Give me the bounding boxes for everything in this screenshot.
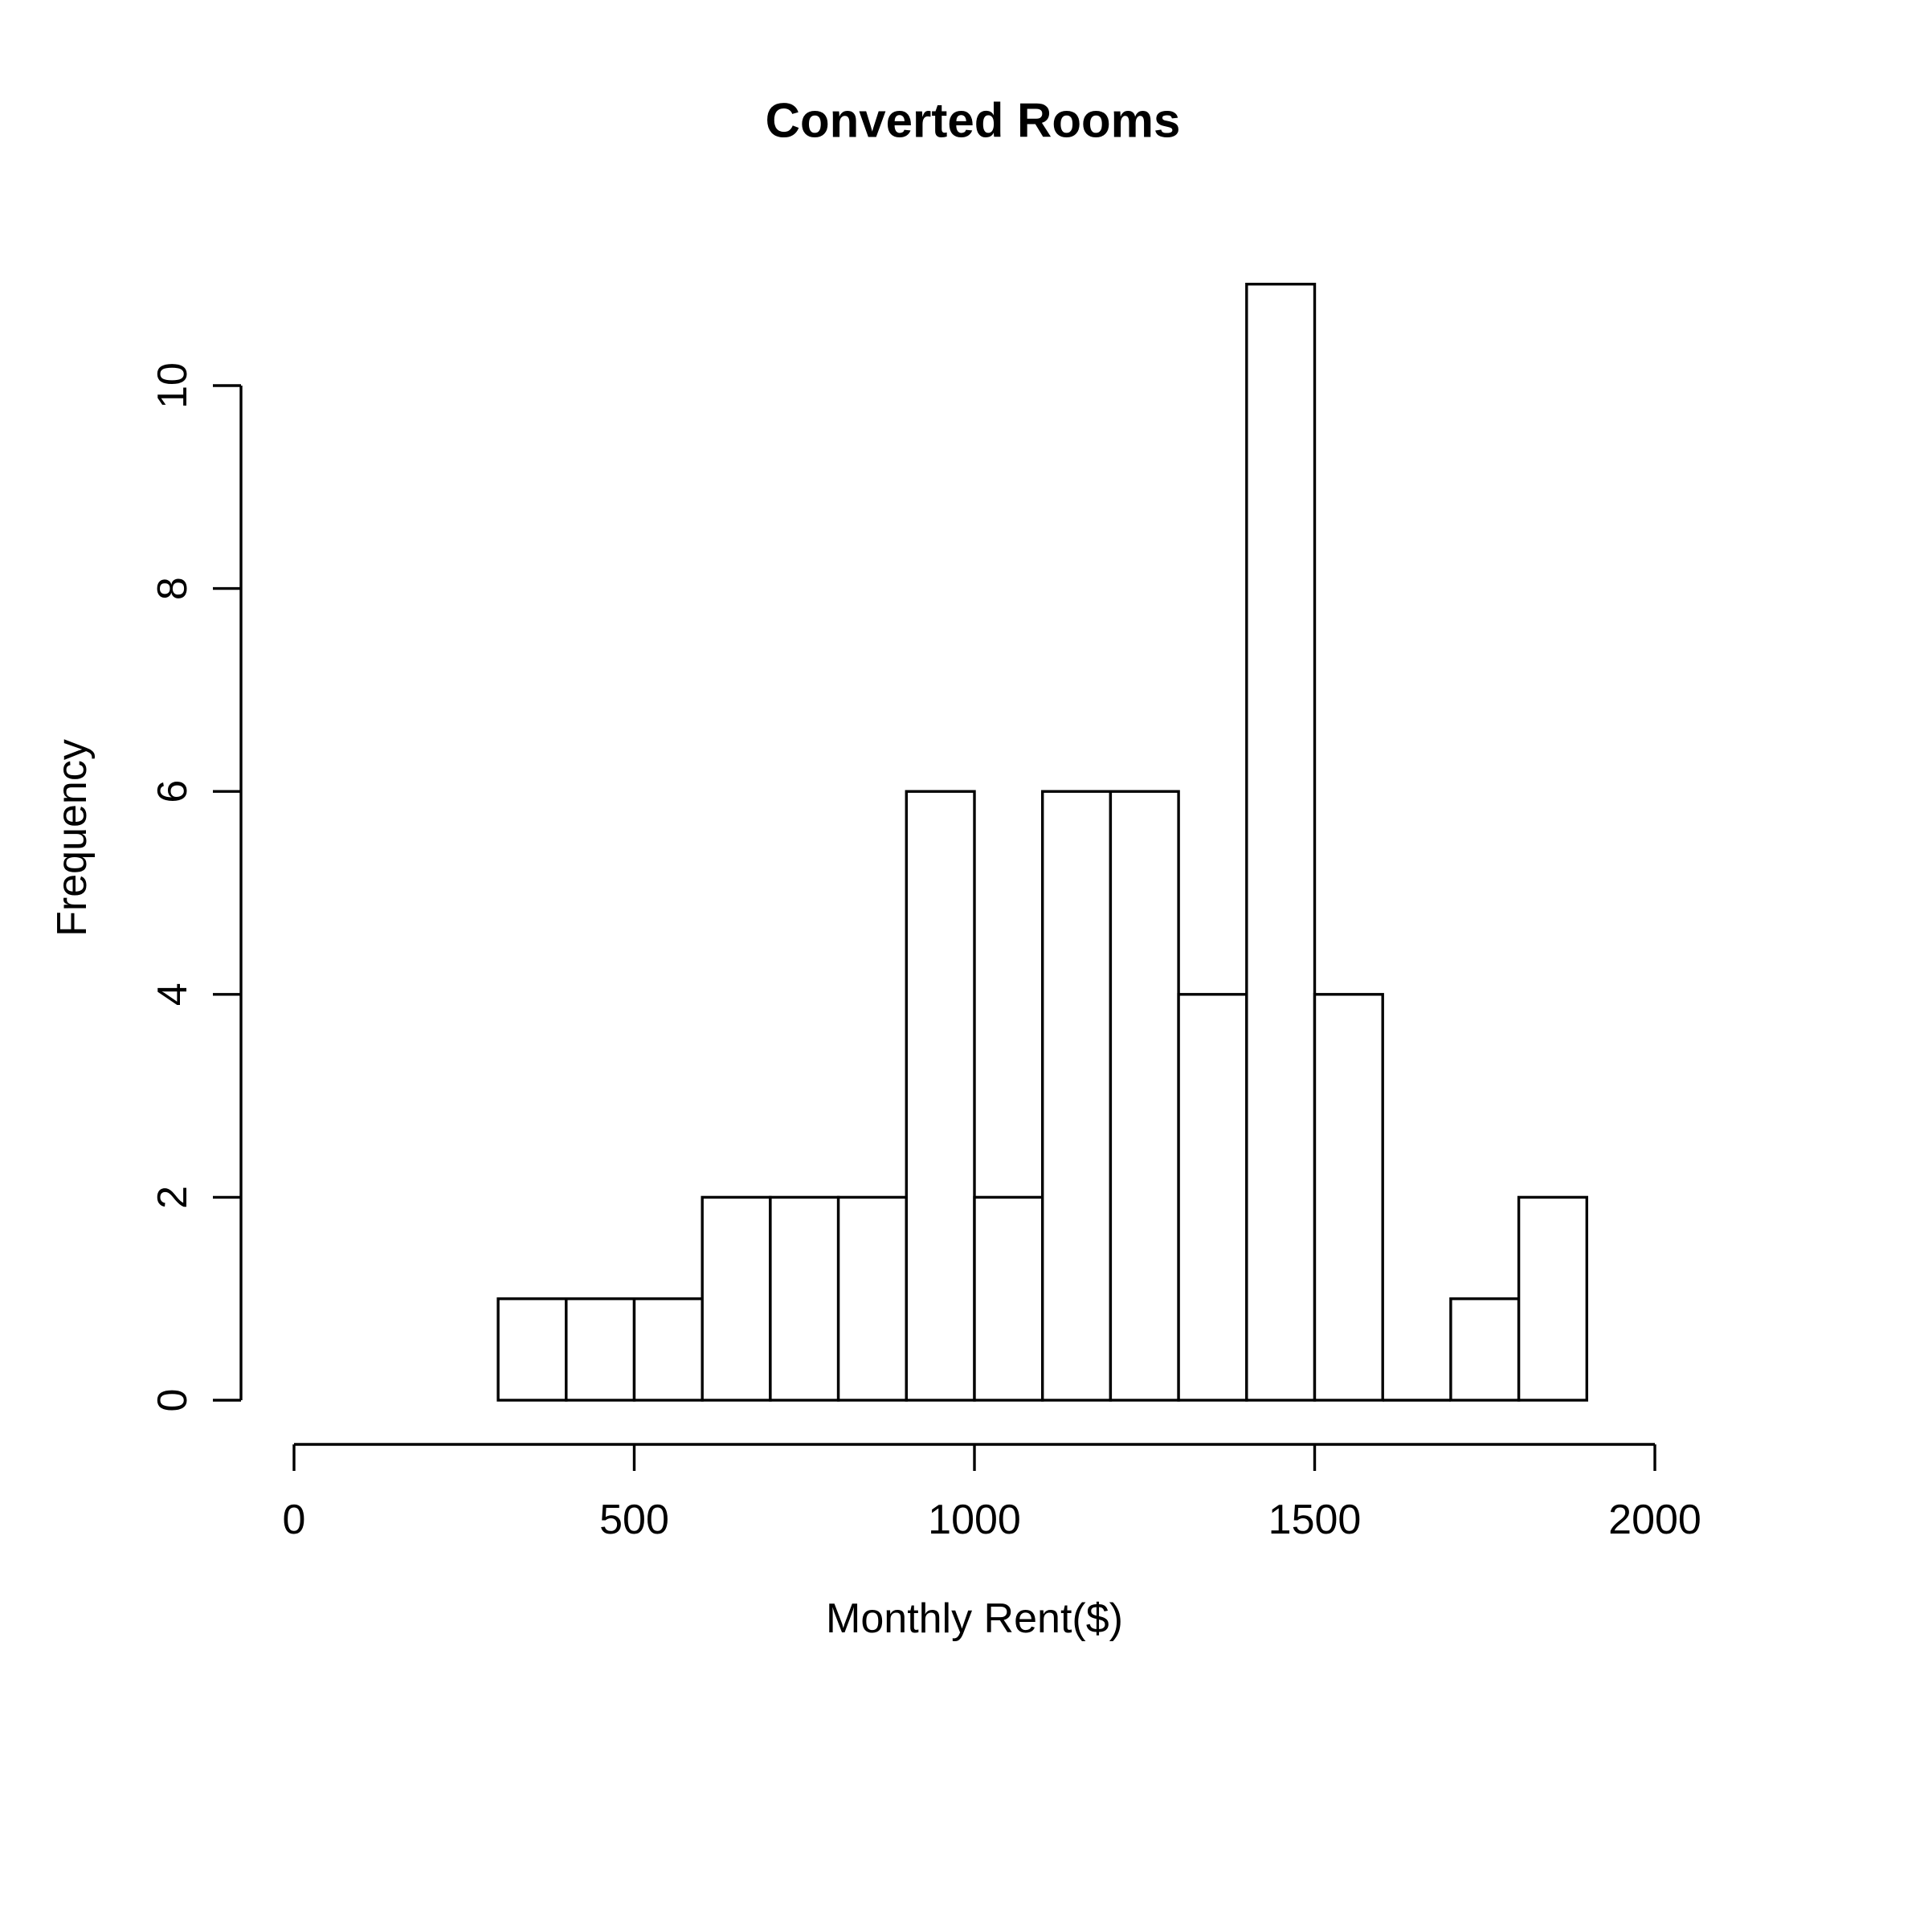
x-tick-label: 0 <box>283 1497 306 1543</box>
histogram-bar <box>1313 993 1384 1402</box>
histogram-bar <box>1517 1195 1588 1402</box>
histogram-bar <box>1177 993 1248 1402</box>
y-tick-label: 6 <box>149 780 196 803</box>
histogram-bar <box>632 1297 704 1402</box>
histogram-bar <box>905 790 976 1402</box>
y-tick-label: 8 <box>149 577 196 600</box>
x-tick-label: 2000 <box>1608 1497 1701 1543</box>
histogram-bar <box>1040 790 1113 1402</box>
histogram-bar <box>1449 1297 1521 1402</box>
y-tick-label: 4 <box>149 982 196 1006</box>
histogram-bars <box>496 283 1588 1402</box>
histogram-bar <box>496 1297 568 1402</box>
histogram-bar <box>973 1195 1044 1402</box>
y-tick-label: 2 <box>149 1186 196 1209</box>
x-tick-label: 1000 <box>928 1497 1021 1543</box>
y-tick-label: 10 <box>149 362 196 409</box>
x-tick-label: 1500 <box>1268 1497 1362 1543</box>
histogram-bar <box>1109 790 1180 1402</box>
histogram-bar <box>836 1195 908 1402</box>
chart-title: Converted Rooms <box>766 94 1181 148</box>
axes: 0 500 1000 1500 2000 0 2 4 6 8 10 <box>149 362 1701 1543</box>
x-axis-label: Monthly Rent($) <box>826 1595 1123 1642</box>
histogram-bar <box>769 1195 840 1402</box>
y-axis-label: Frequency <box>49 739 96 937</box>
x-tick-label: 500 <box>599 1497 669 1543</box>
y-tick-label: 0 <box>149 1389 196 1412</box>
histogram-bar <box>1245 283 1317 1402</box>
histogram-bar <box>565 1297 636 1402</box>
histogram-bar <box>701 1195 772 1402</box>
